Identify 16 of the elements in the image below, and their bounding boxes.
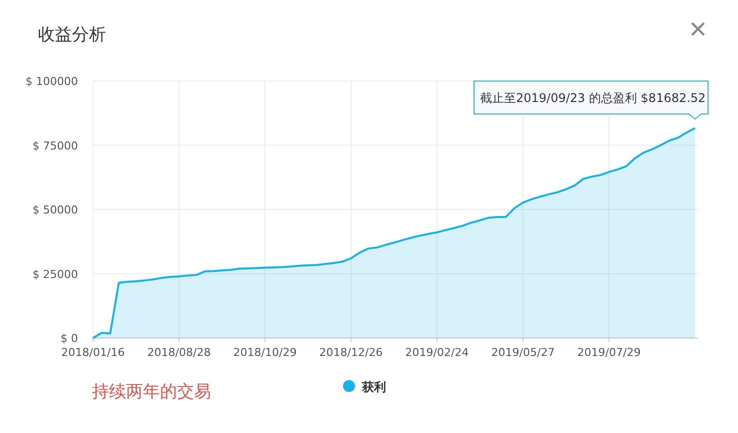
x-tick-label: 2019/07/29: [577, 346, 641, 359]
y-tick-label: $ 75000: [32, 139, 78, 152]
y-tick-label: $ 0: [60, 332, 78, 345]
x-tick-label: 2019/05/27: [491, 346, 555, 359]
y-tick-label: $ 100000: [26, 75, 78, 88]
annotation: 截止至2019/09/23 的总盈利 $81682.52: [480, 91, 706, 105]
x-tick-label: 2019/02/24: [405, 346, 469, 359]
x-tick-label: 2018/08/28: [147, 346, 211, 359]
chart-title: 收益分析: [38, 25, 106, 45]
x-tick-label: 2018/10/29: [233, 346, 297, 359]
y-tick-label: $ 25000: [32, 268, 78, 281]
legend-label: 获利: [361, 380, 386, 394]
y-tick-label: $ 50000: [32, 204, 78, 216]
text: 持续两年的交易: [92, 382, 211, 402]
x-tick-label: 2018/12/26: [319, 346, 383, 359]
x-tick-label: 2018/01/16: [61, 346, 125, 359]
